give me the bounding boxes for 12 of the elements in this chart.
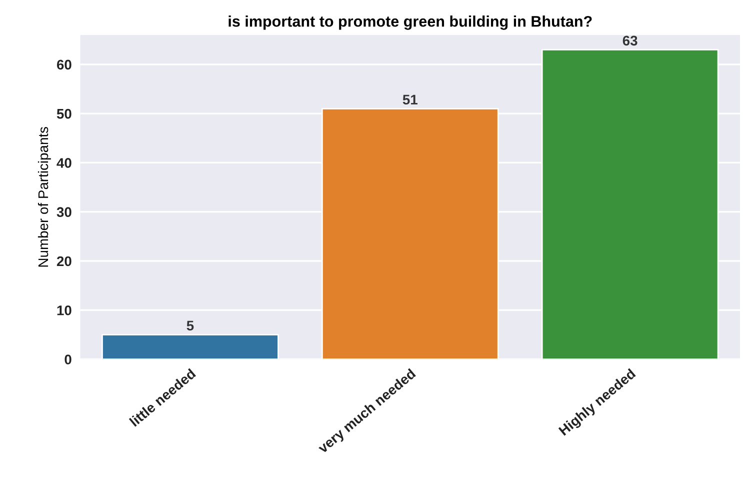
data-label: 63 [622, 36, 638, 46]
y-tick-label: 10 [57, 305, 72, 316]
y-tick-label: 60 [56, 60, 72, 70]
y-tick-label: 20 [56, 256, 72, 266]
y-tick-label: 40 [56, 158, 72, 168]
y-axis-title: Number of Participants [38, 126, 51, 267]
y-tick-label: 50 [56, 108, 72, 119]
y-tick-label: 30 [56, 207, 72, 218]
data-label: 51 [402, 94, 418, 105]
chart-title: is important to promote green building in Bhutan? [228, 16, 592, 30]
y-tick-label: 0 [64, 354, 72, 364]
data-label: 5 [186, 320, 194, 331]
